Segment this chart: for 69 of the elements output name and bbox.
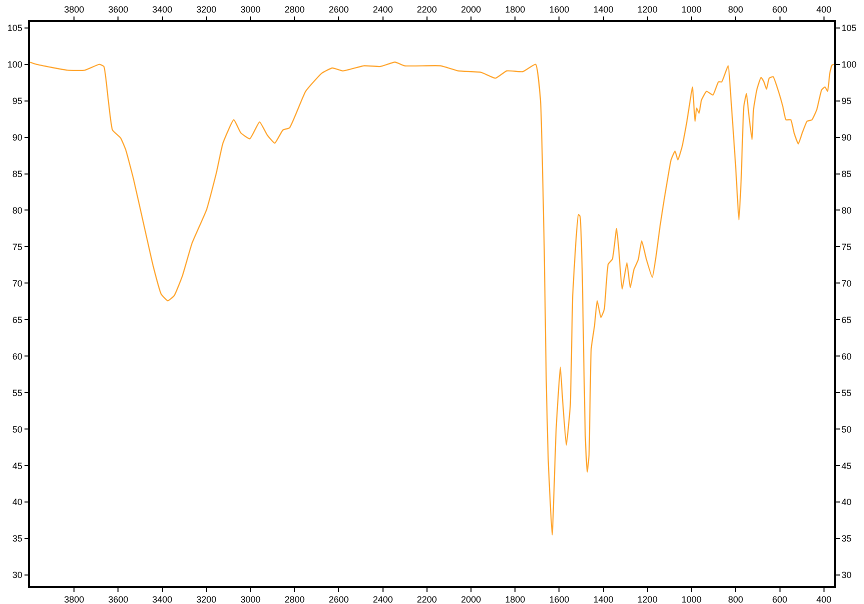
- x-tick-label: 600: [772, 4, 788, 15]
- y-tick-label: 30: [12, 570, 22, 580]
- x-tick-label: 2600: [328, 4, 349, 15]
- x-tick-label: 3600: [108, 4, 128, 15]
- x2-tick-label: 1600: [549, 594, 570, 604]
- x2-tick-label: 2400: [372, 594, 393, 604]
- x-tick-label: 2400: [372, 4, 393, 15]
- x2-tick-label: 600: [772, 594, 788, 604]
- x2-tick-label: 3200: [196, 594, 216, 604]
- x-tick-label: 1800: [505, 4, 526, 15]
- y2-tick-label: 75: [842, 242, 852, 252]
- x2-tick-label: 3800: [64, 594, 84, 604]
- y-tick-label: 95: [12, 96, 22, 106]
- y2-tick-label: 85: [842, 168, 852, 179]
- y2-tick-label: 105: [842, 22, 857, 33]
- y2-tick-label: 45: [842, 460, 852, 471]
- x-tick-label: 1000: [682, 4, 702, 15]
- x2-tick-label: 2000: [461, 594, 482, 604]
- y-tick-label: 35: [12, 534, 22, 544]
- x-tick-label: 3800: [64, 4, 84, 15]
- y-tick-label: 65: [12, 314, 22, 325]
- x-tick-label: 2200: [416, 4, 437, 15]
- y2-tick-label: 55: [842, 388, 852, 398]
- x-tick-label: 400: [816, 4, 832, 15]
- x2-tick-label: 1200: [637, 594, 658, 604]
- x-tick-label: 3200: [196, 4, 216, 15]
- y-tick-label: 55: [12, 388, 22, 398]
- y-tick-label: 75: [12, 242, 22, 252]
- x-tick-label: 3000: [240, 4, 261, 15]
- y2-tick-label: 35: [842, 534, 852, 544]
- y-tick-label: 50: [12, 424, 22, 434]
- x2-tick-label: 2800: [284, 594, 305, 604]
- x2-tick-label: 800: [728, 594, 744, 604]
- y2-tick-label: 90: [842, 132, 852, 142]
- y-tick-label: 70: [12, 278, 22, 288]
- y2-tick-label: 30: [842, 570, 852, 580]
- x-tick-label: 3400: [152, 4, 172, 15]
- y2-tick-label: 60: [842, 351, 852, 362]
- x2-tick-label: 1400: [593, 594, 614, 604]
- y-tick-label: 100: [7, 59, 22, 70]
- y2-tick-label: 80: [842, 205, 852, 216]
- x-tick-label: 2800: [284, 4, 305, 15]
- y-tick-label: 90: [12, 132, 22, 142]
- y2-tick-label: 100: [842, 59, 857, 70]
- y2-tick-label: 50: [842, 424, 852, 434]
- x2-tick-label: 2200: [416, 594, 437, 604]
- y-tick-label: 85: [12, 168, 22, 179]
- x2-tick-label: 2600: [328, 594, 349, 604]
- x2-tick-label: 3600: [108, 594, 128, 604]
- y2-tick-label: 70: [842, 278, 852, 288]
- x2-tick-label: 1800: [505, 594, 526, 604]
- x2-tick-label: 400: [816, 594, 832, 604]
- x-tick-label: 1600: [549, 4, 570, 15]
- y2-tick-label: 65: [842, 314, 852, 325]
- x-tick-label: 1400: [593, 4, 614, 15]
- x-tick-label: 2000: [461, 4, 482, 15]
- y2-tick-label: 40: [842, 497, 852, 508]
- y-tick-label: 60: [12, 351, 22, 362]
- y-tick-label: 40: [12, 497, 22, 508]
- y-tick-label: 45: [12, 460, 22, 471]
- y-tick-label: 80: [12, 205, 22, 216]
- x2-tick-label: 3400: [152, 594, 172, 604]
- x2-tick-label: 1000: [682, 594, 702, 604]
- x-tick-label: 1200: [637, 4, 658, 15]
- y-tick-label: 105: [7, 22, 22, 33]
- y2-tick-label: 95: [842, 96, 852, 106]
- line-series: [30, 62, 834, 536]
- x2-tick-label: 3000: [240, 594, 261, 604]
- x-tick-label: 800: [728, 4, 744, 15]
